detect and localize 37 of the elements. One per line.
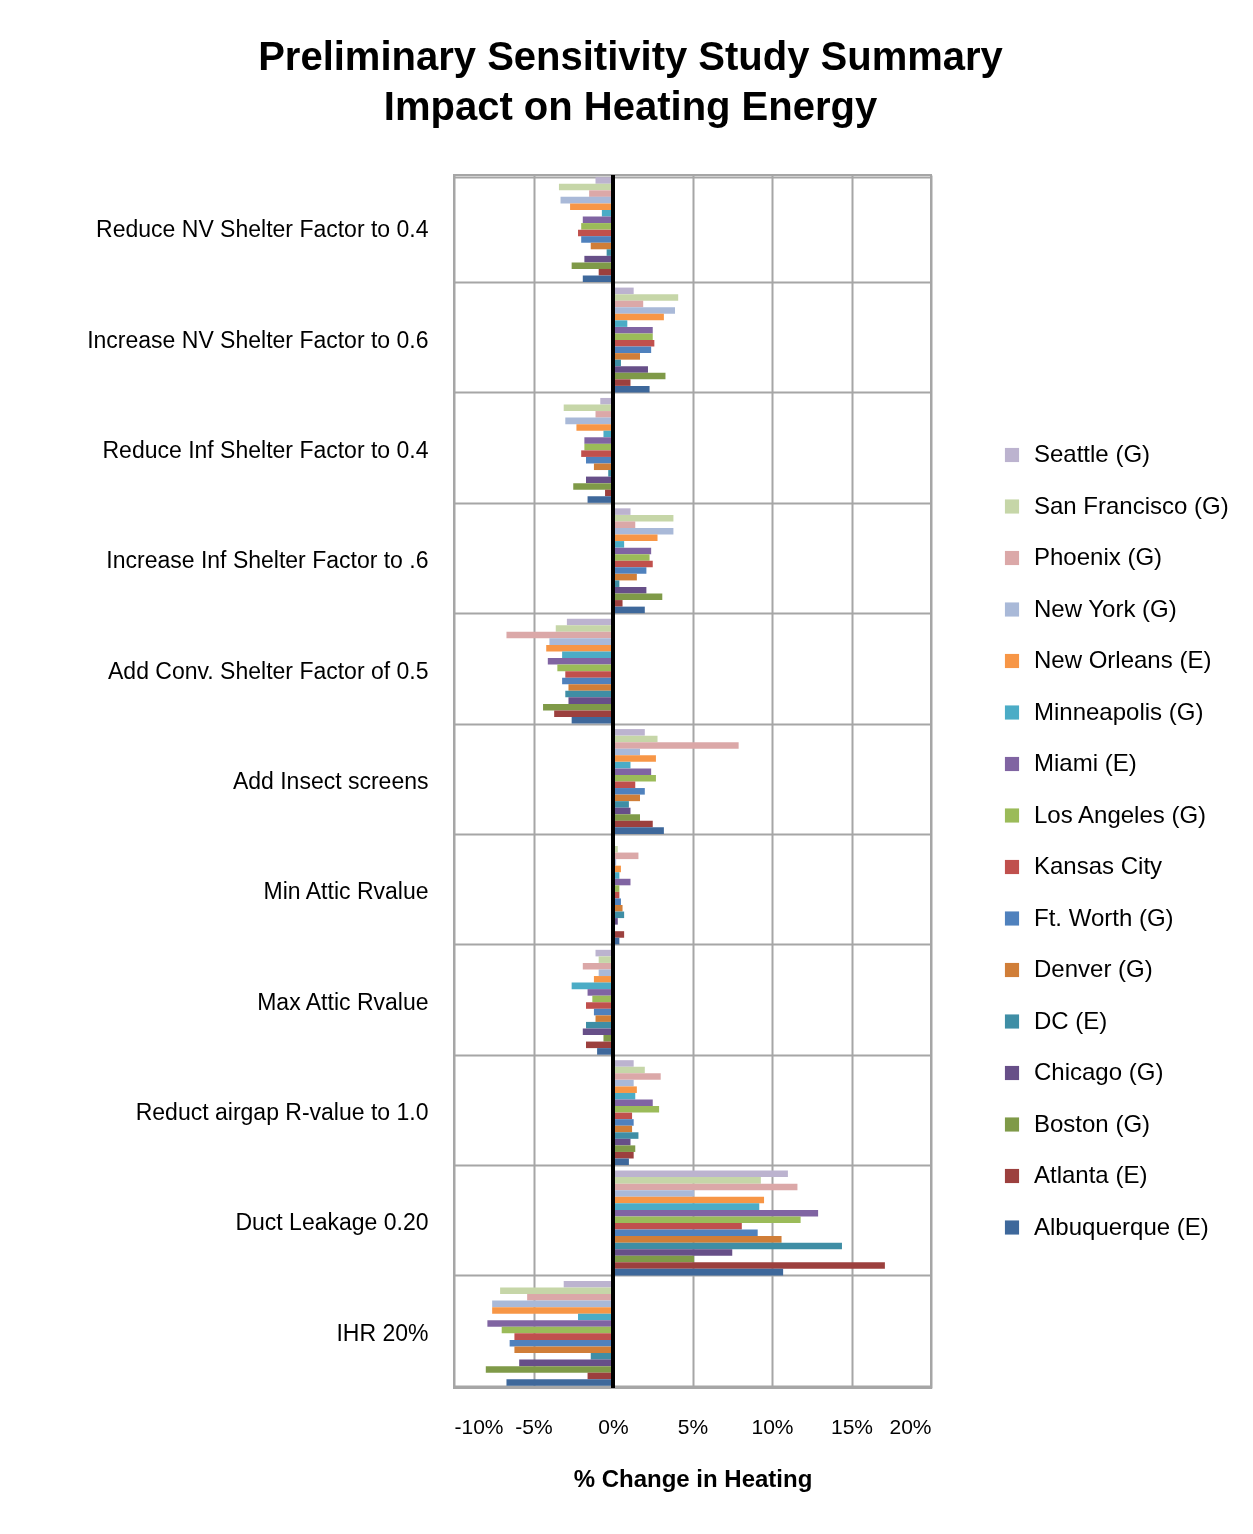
legend-label: Phoenix (G) [1034,543,1163,570]
legend-label: DC (E) [1034,1006,1108,1034]
y-tick-label: Max Attic Rvalue [257,988,429,1015]
y-tick-label: Increase NV Shelter Factor to 0.6 [87,326,429,353]
legend-label: Los Angeles (G) [1034,800,1207,828]
x-tick-label: 0% [598,1414,629,1438]
chart-title: Preliminary Sensitivity Study Summary [258,34,1004,78]
y-tick-label: Duct Leakage 0.20 [235,1209,429,1236]
legend-label: Chicago (G) [1034,1058,1164,1085]
legend-label: Miami (E) [1034,749,1137,776]
legend-label: Minneapolis (G) [1034,697,1204,725]
legend-label: New Orleans (E) [1034,646,1212,673]
y-tick-label: Reduce Inf Shelter Factor to 0.4 [102,436,429,463]
y-tick-label: IHR 20% [336,1319,429,1346]
legend-label: New York (G) [1034,594,1177,622]
y-tick-label: Increase Inf Shelter Factor to .6 [106,547,429,574]
x-axis-title: % Change in Heating [573,1464,813,1492]
x-tick-label: 5% [677,1414,709,1438]
legend-label: Ft. Worth (G) [1034,903,1174,931]
y-tick-label: Add Insect screens [232,768,429,794]
legend-label: San Francisco (G) [1034,491,1229,519]
legend-label: Denver (G) [1034,955,1153,982]
legend-label: Atlanta (E) [1034,1161,1148,1188]
legend-label: Seattle (G) [1034,440,1151,467]
legend-label: Albuquerque (E) [1034,1212,1209,1240]
y-tick-label: Min Attic Rvalue [263,878,429,905]
y-tick-label: Reduce NV Shelter Factor to 0.4 [96,216,429,243]
chart-subtitle: Impact on Heating Energy [383,84,878,128]
legend-label: Kansas City [1034,852,1163,879]
legend-label: Boston (G) [1034,1109,1151,1137]
y-tick-label: Add Conv. Shelter Factor of 0.5 [108,657,429,684]
x-tick-label: -5% [515,1414,553,1438]
x-tick-label: 20% [889,1414,932,1438]
x-tick-label: -10% [454,1414,504,1438]
x-tick-label: 15% [830,1414,874,1438]
x-tick-label: 10% [751,1414,794,1438]
y-tick-label: Reduct airgap R-value to 1.0 [135,1099,429,1126]
